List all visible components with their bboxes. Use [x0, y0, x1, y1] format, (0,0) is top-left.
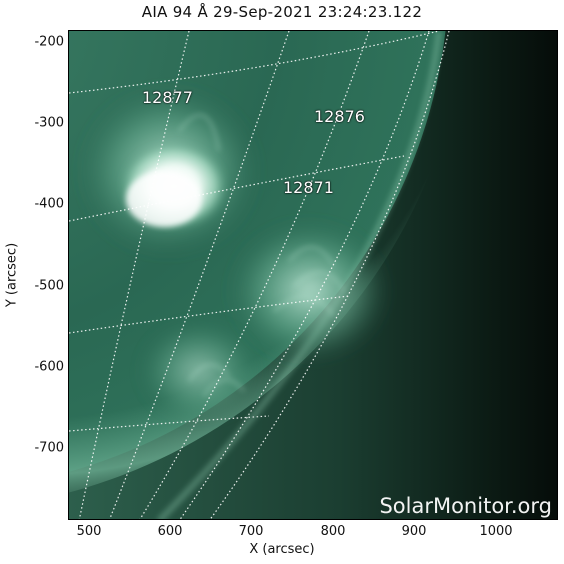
x-tick-label: 900	[401, 524, 427, 539]
y-tick-label: -400	[34, 196, 64, 212]
active-region-12871-glow	[229, 221, 389, 361]
plot-title: AIA 94 Å 29-Sep-2021 23:24:23.122	[141, 3, 423, 21]
flare-bright-kernel	[126, 171, 202, 227]
active-region-south-glow	[139, 321, 259, 421]
region-label-12877: 12877	[142, 88, 193, 107]
y-tick-label: -300	[34, 115, 64, 131]
x-tick-label: 600	[157, 524, 183, 539]
x-tick-label: 800	[320, 524, 346, 539]
solar-image	[69, 31, 557, 519]
x-tick-label: 1000	[479, 524, 513, 539]
coronal-loops	[178, 114, 345, 397]
y-tick-label: -500	[34, 278, 64, 294]
y-tick-label: -600	[34, 359, 64, 375]
x-tick-label: 700	[238, 524, 264, 539]
region-label-12876: 12876	[314, 107, 365, 126]
x-axis-title: X (arcsec)	[249, 542, 315, 557]
x-tick-label: 500	[76, 524, 102, 539]
solar-image-frame	[68, 30, 558, 520]
y-tick-label: -200	[34, 34, 64, 50]
y-tick-label: -700	[34, 440, 64, 456]
y-axis-title: Y (arcsec)	[4, 242, 20, 308]
solarmonitor-watermark: SolarMonitor.org	[379, 494, 552, 518]
region-label-12871: 12871	[283, 178, 334, 197]
heliographic-grid	[69, 31, 450, 519]
